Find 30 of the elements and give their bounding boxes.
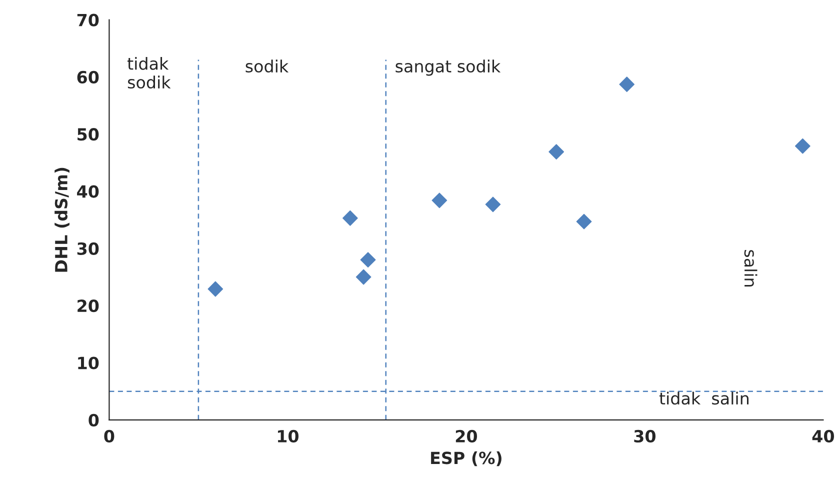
point xyxy=(794,138,810,154)
point xyxy=(576,214,592,230)
annotation: tidak sodik xyxy=(128,56,171,89)
x-tick-label: 0 xyxy=(104,430,114,443)
y-tick-label: 10 xyxy=(78,356,99,370)
x-tick-label: 30 xyxy=(634,430,656,443)
annotation: tidak salin xyxy=(659,392,748,405)
y-tick-label: 20 xyxy=(78,300,99,312)
point xyxy=(432,192,448,208)
x-axis-title: ESP (%) xyxy=(431,451,502,466)
point xyxy=(356,269,372,285)
point xyxy=(342,210,358,226)
annotation: sangat sodik xyxy=(396,60,501,76)
point xyxy=(208,281,224,297)
point xyxy=(360,252,376,268)
y-tick-label: 60 xyxy=(77,70,99,84)
point xyxy=(485,196,501,212)
x-tick-label: 10 xyxy=(278,430,298,443)
y-tick-label: 40 xyxy=(77,185,99,198)
point xyxy=(548,144,564,160)
point xyxy=(619,76,635,92)
y-tick-label: 30 xyxy=(77,242,99,255)
annotation: salin xyxy=(744,250,758,286)
y-tick-label: 50 xyxy=(78,128,99,141)
x-tick-label: 40 xyxy=(812,430,834,443)
y-tick-label: 70 xyxy=(77,14,99,26)
y-tick-label: 0 xyxy=(88,414,99,426)
annotation: sodik xyxy=(246,60,289,73)
x-tick-label: 20 xyxy=(456,430,477,443)
y-axis-title: DHL (dS/m) xyxy=(54,168,70,272)
